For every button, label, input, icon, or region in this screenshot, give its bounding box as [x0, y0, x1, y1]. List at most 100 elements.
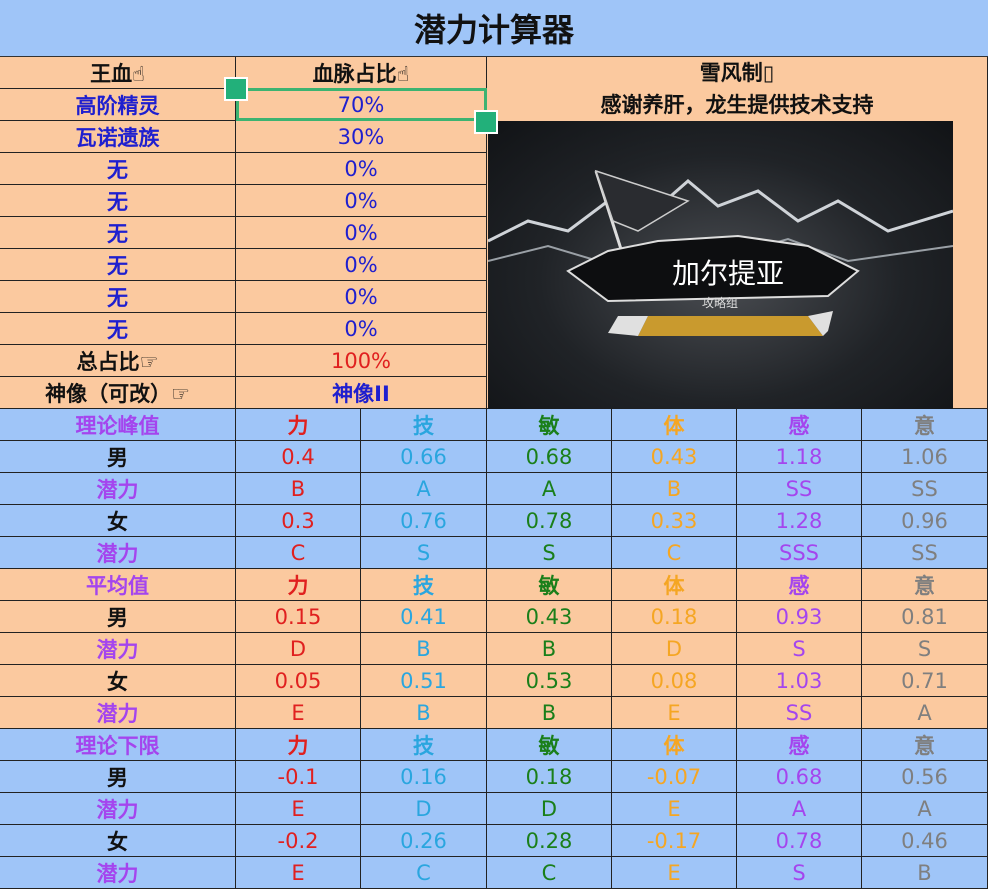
section-label: 理论峰值: [0, 409, 236, 441]
value-cell: 0.93: [737, 601, 862, 633]
bloodline-name-cell[interactable]: 无: [0, 249, 236, 281]
stat-header: 感: [737, 409, 862, 441]
stat-header: 敏: [487, 409, 612, 441]
grade-cell: SSS: [737, 537, 862, 569]
bloodline-pct-cell[interactable]: 0%: [236, 153, 487, 185]
total-label: 总占比☞: [0, 345, 236, 377]
bloodline-pct-cell[interactable]: 0%: [236, 313, 487, 345]
bloodline-header: 王血☝: [0, 57, 236, 89]
value-cell: 0.66: [361, 441, 487, 473]
value-cell: 0.68: [737, 761, 862, 793]
grade-cell: S: [737, 633, 862, 665]
grade-cell: SS: [862, 537, 988, 569]
grade-cell: D: [236, 633, 361, 665]
stat-header: 意: [862, 729, 988, 761]
grade-cell: C: [487, 857, 612, 889]
grade-cell: SS: [737, 697, 862, 729]
stat-header: 力: [236, 409, 361, 441]
value-cell: 0.68: [487, 441, 612, 473]
logo-subtitle: 攻略组: [702, 295, 738, 310]
bloodline-pct-cell[interactable]: 0%: [236, 185, 487, 217]
grade-cell: E: [612, 857, 737, 889]
stat-header: 感: [737, 729, 862, 761]
bloodline-name-cell[interactable]: 瓦诺遗族: [0, 121, 236, 153]
bloodline-pct-cell[interactable]: 0%: [236, 217, 487, 249]
bloodline-pct-cell[interactable]: 70%: [236, 89, 487, 121]
stat-header: 技: [361, 569, 487, 601]
stat-header: 感: [737, 569, 862, 601]
value-cell: 0.3: [236, 505, 361, 537]
guild-logo-icon: 加尔提亚 攻略组: [488, 169, 953, 336]
page-title: 潜力计算器: [0, 0, 988, 57]
grade-cell: S: [862, 633, 988, 665]
grade-cell: S: [361, 537, 487, 569]
value-cell: 0.81: [862, 601, 988, 633]
grade-cell: SS: [737, 473, 862, 505]
grade-cell: E: [236, 697, 361, 729]
grade-cell: A: [737, 793, 862, 825]
value-cell: -0.1: [236, 761, 361, 793]
statue-label: 神像（可改）☞: [0, 377, 236, 409]
value-cell: 0.15: [236, 601, 361, 633]
value-cell: 0.78: [487, 505, 612, 537]
value-cell: 0.43: [612, 441, 737, 473]
credits-thanks: 感谢养肝，龙生提供技术支持: [600, 93, 874, 117]
value-cell: 0.33: [612, 505, 737, 537]
grade-cell: C: [236, 537, 361, 569]
grade-cell: SS: [862, 473, 988, 505]
value-cell: 0.16: [361, 761, 487, 793]
value-cell: 0.78: [737, 825, 862, 857]
stat-header: 意: [862, 409, 988, 441]
logo-image: 加尔提亚 攻略组: [488, 121, 953, 409]
value-cell: 1.06: [862, 441, 988, 473]
bloodline-name-cell[interactable]: 无: [0, 313, 236, 345]
gender-label: 男: [0, 601, 236, 633]
bloodline-name-cell[interactable]: 无: [0, 153, 236, 185]
bloodline-name-cell[interactable]: 无: [0, 185, 236, 217]
bloodline-pct-cell[interactable]: 0%: [236, 249, 487, 281]
grade-cell: E: [612, 697, 737, 729]
grade-cell: A: [862, 793, 988, 825]
value-cell: -0.07: [612, 761, 737, 793]
stat-header: 意: [862, 569, 988, 601]
selection-handle-start[interactable]: [224, 77, 248, 101]
value-cell: 0.41: [361, 601, 487, 633]
potential-label: 潜力: [0, 857, 236, 889]
value-cell: 0.71: [862, 665, 988, 697]
bloodline-pct-cell[interactable]: 0%: [236, 281, 487, 313]
value-cell: 0.18: [612, 601, 737, 633]
value-cell: 0.4: [236, 441, 361, 473]
value-cell: 0.43: [487, 601, 612, 633]
bloodline-name-cell[interactable]: 无: [0, 281, 236, 313]
bloodline-pct-cell[interactable]: 30%: [236, 121, 487, 153]
credits-author: 雪风制▯: [699, 61, 775, 85]
bloodline-name-cell[interactable]: 高阶精灵: [0, 89, 236, 121]
grade-cell: D: [612, 633, 737, 665]
value-cell: 0.76: [361, 505, 487, 537]
value-cell: 1.18: [737, 441, 862, 473]
selection-handle-end[interactable]: [474, 110, 498, 134]
value-cell: 0.28: [487, 825, 612, 857]
grade-cell: B: [236, 473, 361, 505]
value-cell: 0.05: [236, 665, 361, 697]
stat-header: 敏: [487, 569, 612, 601]
grade-cell: A: [487, 473, 612, 505]
grade-cell: E: [612, 793, 737, 825]
stat-header: 力: [236, 729, 361, 761]
value-cell: -0.17: [612, 825, 737, 857]
bloodline-name-cell[interactable]: 无: [0, 217, 236, 249]
value-cell: 0.53: [487, 665, 612, 697]
stat-header: 体: [612, 409, 737, 441]
grade-cell: B: [862, 857, 988, 889]
grade-cell: E: [236, 793, 361, 825]
section-label: 平均值: [0, 569, 236, 601]
stat-header: 体: [612, 569, 737, 601]
value-cell: 1.03: [737, 665, 862, 697]
grade-cell: S: [737, 857, 862, 889]
grade-cell: C: [612, 537, 737, 569]
stat-header: 力: [236, 569, 361, 601]
value-cell: 0.56: [862, 761, 988, 793]
logo-title: 加尔提亚: [672, 257, 784, 290]
grade-cell: D: [361, 793, 487, 825]
statue-select[interactable]: 神像II: [236, 377, 487, 409]
